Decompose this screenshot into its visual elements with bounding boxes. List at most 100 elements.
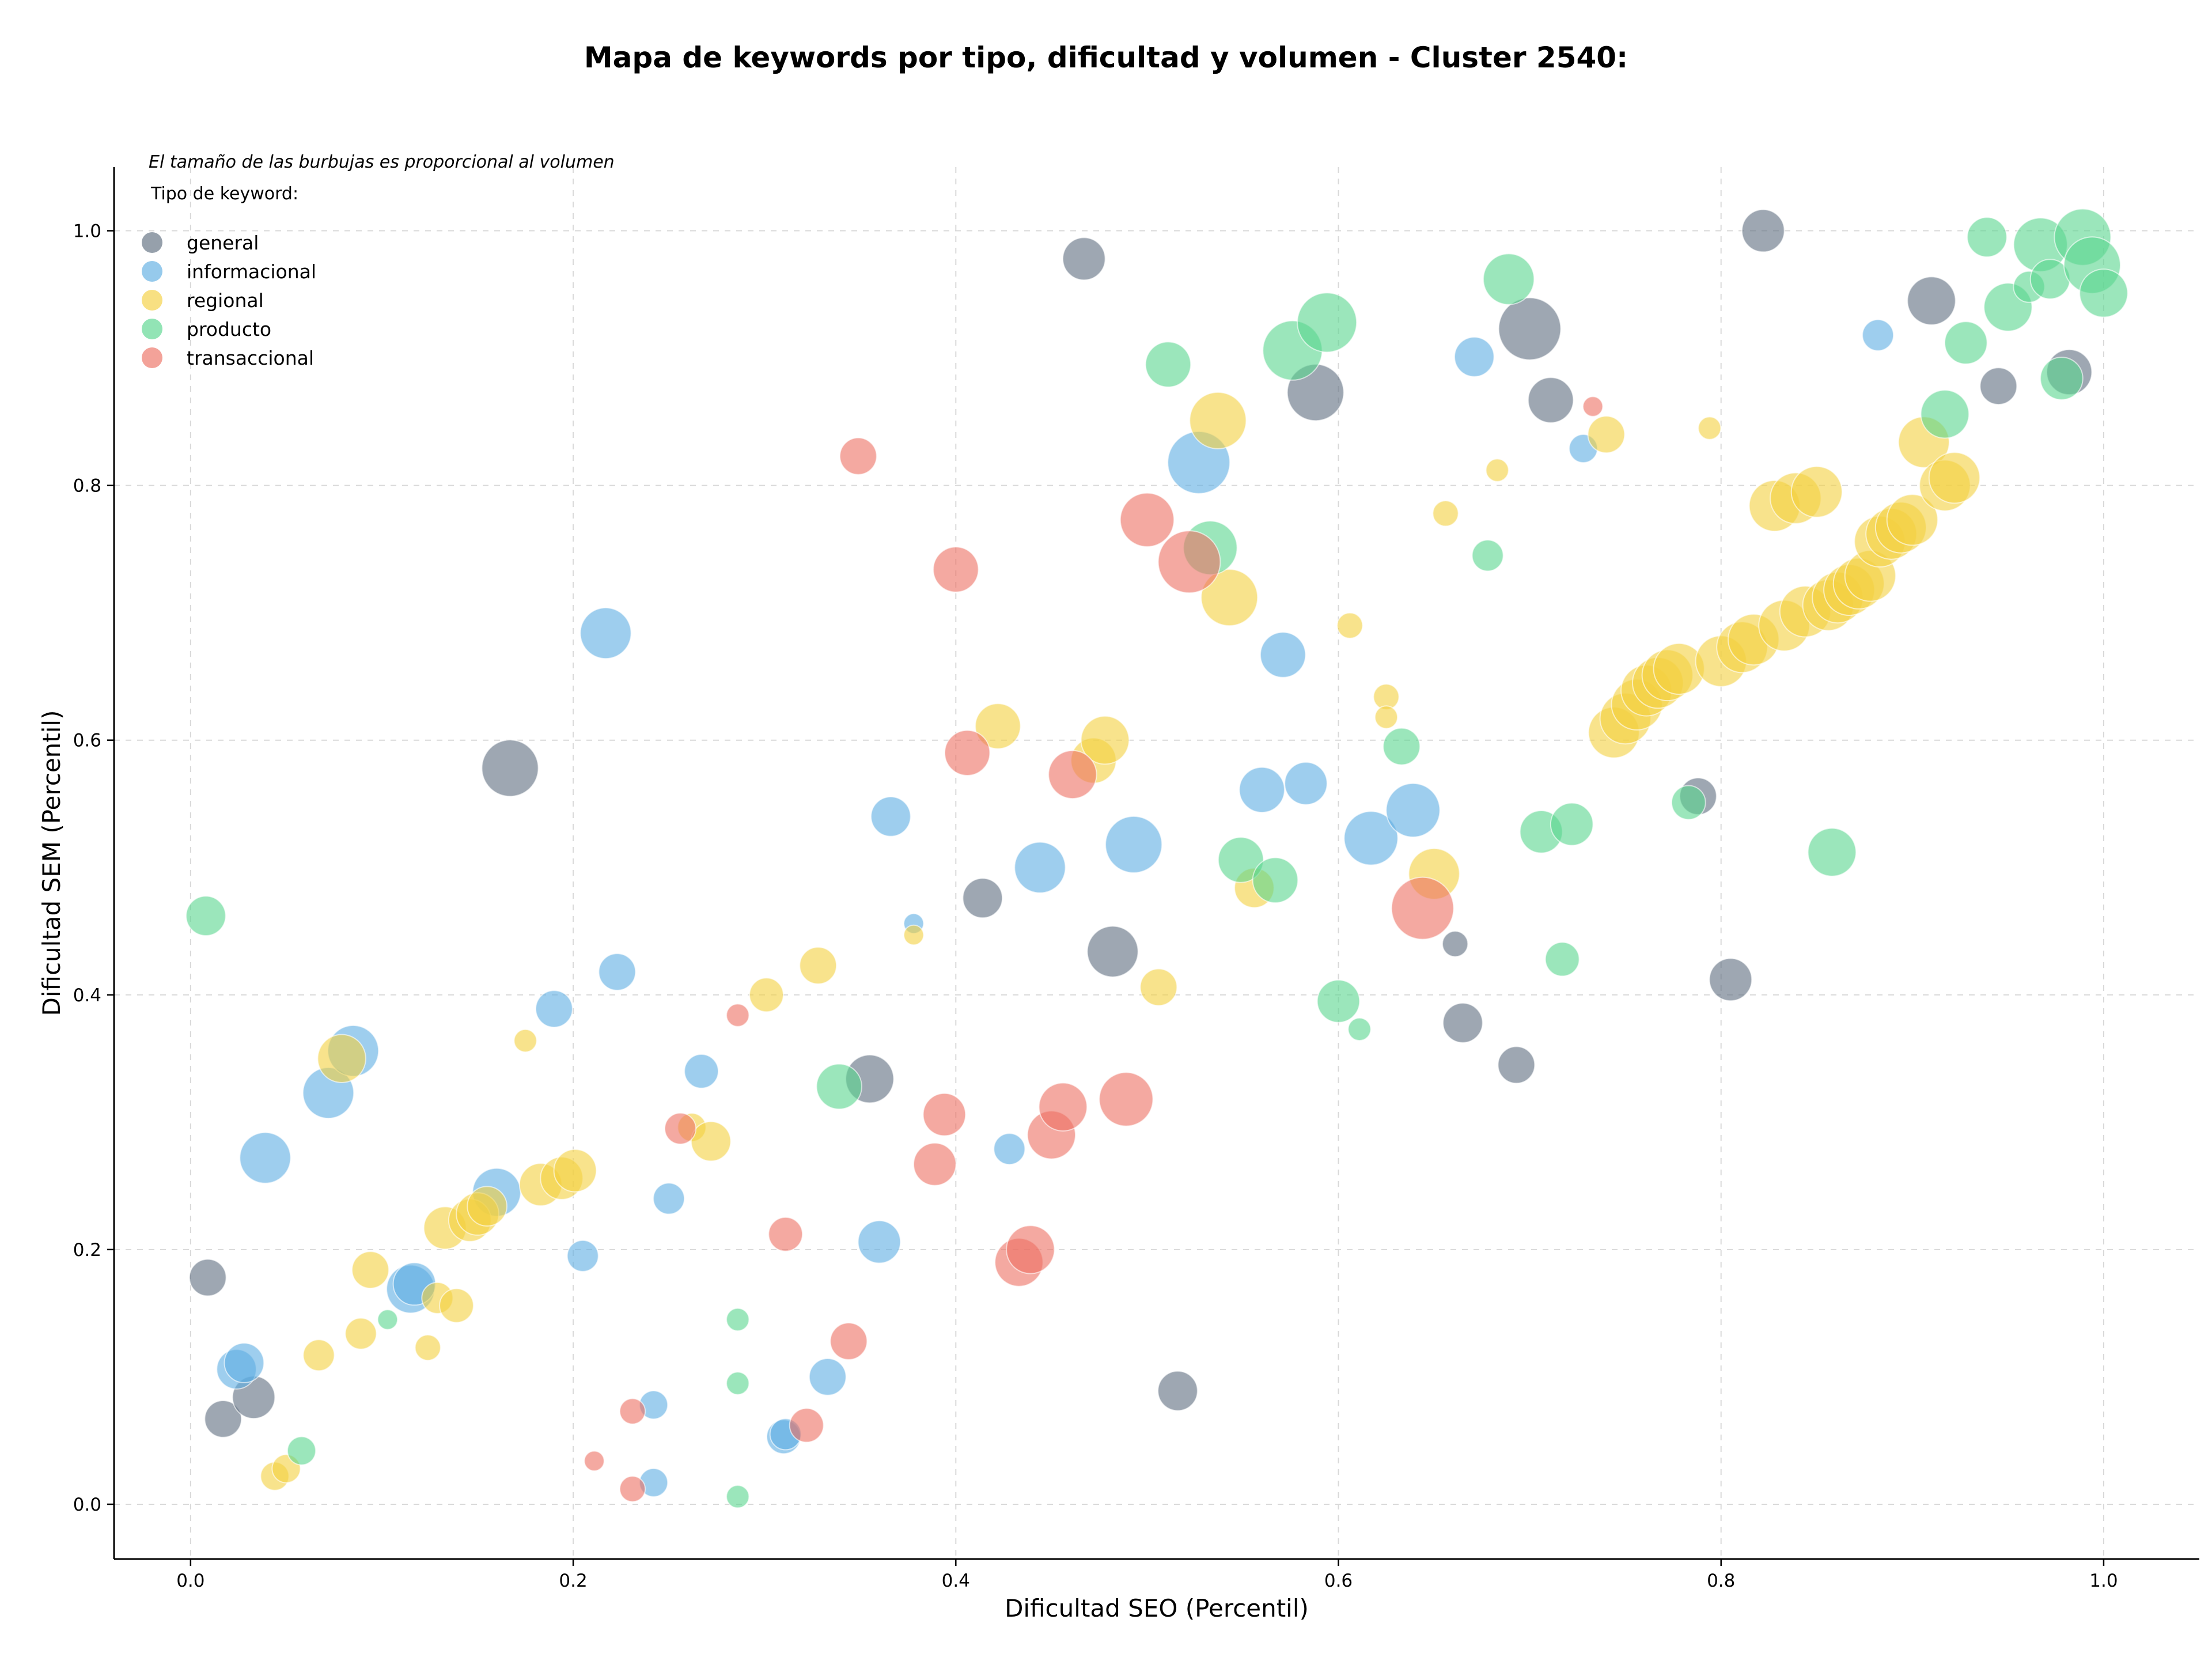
x-tick-label: 0.4 [942,1571,970,1591]
point-regional [690,1121,732,1162]
y-tick-label: 0.4 [73,985,101,1006]
legend-marker-transaccional [142,347,162,368]
point-informacional [1260,631,1306,678]
point-regional [1698,416,1722,440]
point-producto [1807,827,1857,877]
point-informacional [224,1342,265,1383]
y-ticks: 0.0 0.2 0.4 0.6 0.8 1.0 [73,221,114,1515]
point-informacional [1238,766,1285,814]
point-regional [317,1034,366,1084]
point-informacional [1862,319,1895,351]
point-general [204,1400,243,1438]
point-transaccional [619,1475,646,1503]
y-tick-label: 0.6 [73,731,101,751]
point-transaccional [913,1142,957,1186]
point-general [1062,237,1106,281]
bubble-size-note: El tamaño de las burbujas es proporciona… [149,152,615,172]
axes [113,167,2199,1560]
point-transaccional [944,729,991,777]
point-general [1907,276,1956,326]
y-axis-label: Dificultad SEM (Percentil) [37,710,66,1016]
legend: Tipo de keyword: general informacional reg… [142,184,316,369]
point-informacional [239,1132,291,1184]
point-regional [1587,415,1626,454]
point-informacional [1105,815,1163,873]
point-transaccional [1391,876,1455,940]
point-informacional [993,1133,1026,1166]
point-general [1157,1370,1198,1412]
point-regional [975,703,1021,750]
point-informacional [870,796,911,837]
point-regional [439,1288,474,1323]
legend-items: general informacional regional producto tran… [142,232,316,369]
point-transaccional [726,1003,750,1027]
point-informacional [1284,762,1328,805]
point-producto [1316,979,1361,1023]
point-regional [414,1334,441,1361]
point-regional [1139,968,1178,1007]
point-regional [553,1149,597,1193]
point-regional [513,1028,537,1053]
series-regional [260,391,1980,1491]
point-regional [1189,391,1247,449]
point-transaccional [1099,1072,1154,1127]
point-transaccional [1048,750,1097,800]
x-tick-label: 0.6 [1324,1571,1353,1591]
point-regional [344,1317,377,1350]
point-transaccional [768,1216,804,1252]
y-tick-label: 0.2 [73,1240,101,1261]
point-general [1741,209,1785,253]
legend-marker-producto [142,319,162,339]
point-informacional [1385,782,1441,838]
legend-label-regional: regional [187,289,264,312]
point-producto [1145,341,1192,388]
x-tick-label: 0.0 [176,1571,204,1591]
x-tick-label: 0.2 [559,1571,587,1591]
point-producto [185,895,226,936]
point-general [1442,930,1469,958]
point-producto [726,1307,750,1331]
point-producto [1297,292,1358,353]
point-producto [1544,941,1580,977]
x-ticks: 0.0 0.2 0.4 0.6 0.8 1.0 [176,1559,2118,1591]
legend-marker-general [142,232,162,253]
point-general [1442,1002,1483,1043]
point-general [1709,958,1753,1002]
point-producto [1483,253,1535,305]
point-producto [816,1063,862,1110]
chart-title: Mapa de keywords por tipo, dificultad y … [584,41,1628,74]
point-regional [1886,494,1938,546]
point-transaccional [922,1092,967,1137]
y-tick-label: 1.0 [73,221,101,242]
point-informacional [535,990,573,1028]
point-regional [749,977,784,1013]
series-producto [185,208,2128,1509]
series-informacional [216,319,1895,1497]
point-producto [726,1485,750,1509]
point-regional [1374,705,1399,729]
series-transaccional [584,396,1604,1503]
point-producto [2079,268,2128,318]
y-tick-label: 0.0 [73,1494,101,1515]
legend-title: Tipo de keyword: [150,184,298,204]
point-producto [377,1309,399,1330]
point-informacional [1014,841,1066,894]
point-producto [1252,857,1299,904]
point-regional [302,1339,335,1372]
point-regional [799,947,838,985]
point-general [1498,297,1562,361]
point-general [188,1258,227,1297]
point-producto [1382,727,1421,766]
point-regional [467,1186,507,1227]
point-general [1979,367,2018,406]
point-informacional [653,1182,685,1215]
point-producto [1347,1017,1372,1042]
point-producto [1550,802,1594,846]
point-producto [287,1436,316,1466]
point-producto [1217,837,1264,883]
point-informacional [857,1220,902,1264]
point-producto [1967,217,2008,258]
point-producto [1471,539,1504,572]
point-transaccional [584,1450,605,1472]
point-informacional [684,1054,719,1089]
